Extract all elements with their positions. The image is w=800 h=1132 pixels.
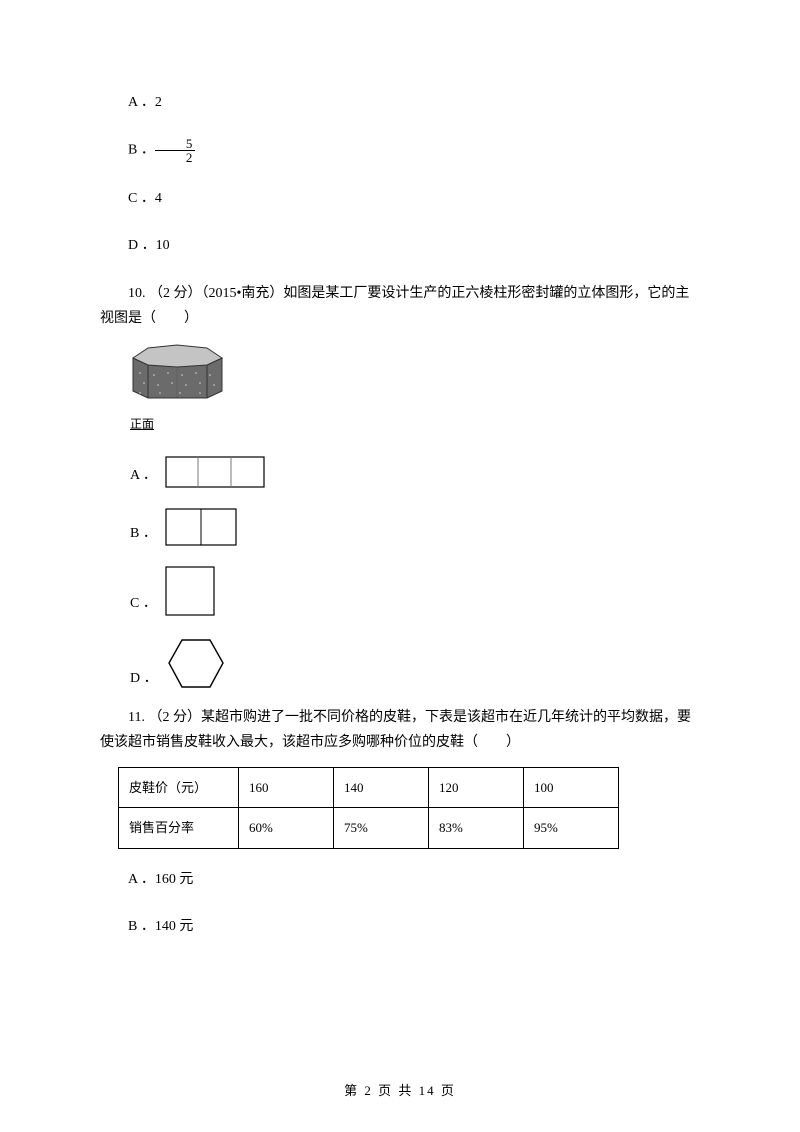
q11-text: 11. （2 分）某超市购进了一批不同价格的皮鞋，下表是该超市在近几年统计的平均… (100, 705, 700, 755)
prism-front-label: 正面 (130, 414, 700, 436)
q10-option-c-label: C ． (130, 591, 157, 616)
page-footer: 第 2 页 共 14 页 (0, 1079, 800, 1102)
q10-shape-c-icon (165, 566, 215, 616)
fraction-num: 5 (155, 137, 196, 151)
q10-option-c: C ． (130, 566, 700, 616)
fraction-den: 2 (155, 151, 196, 164)
q11-option-b: B ．140 元 (100, 914, 700, 939)
q10-text: 10. （2 分）（2015•南充）如图是某工厂要设计生产的正六棱柱形密封罐的立… (100, 281, 700, 331)
prism-icon (130, 343, 225, 403)
table-row: 皮鞋价（元） 160 140 120 100 (119, 768, 619, 808)
q10-option-d-label: D ． (130, 666, 158, 691)
q11-option-a: A ．160 元 (100, 867, 700, 892)
q10-option-a: A ． (130, 456, 700, 488)
q11-table: 皮鞋价（元） 160 140 120 100 销售百分率 60% 75% 83%… (118, 767, 700, 849)
table-cell: 95% (524, 808, 619, 848)
q9-option-b-prefix: B ． (128, 143, 155, 158)
q10-option-b-label: B ． (130, 521, 157, 546)
q9-option-a: A ．2 (100, 90, 700, 115)
table-cell: 160 (239, 768, 334, 808)
q10-option-b: B ． (130, 508, 700, 546)
table-cell: 100 (524, 768, 619, 808)
table-cell: 83% (429, 808, 524, 848)
table-cell: 60% (239, 808, 334, 848)
hexagonal-prism-figure: 正面 (130, 343, 700, 436)
q10-option-a-label: A ． (130, 463, 157, 488)
q10-shape-d-hexagon-icon (166, 636, 226, 691)
table-cell: 140 (334, 768, 429, 808)
table-row: 销售百分率 60% 75% 83% 95% (119, 808, 619, 848)
q10-option-d: D ． (130, 636, 700, 691)
q9-option-c: C ．4 (100, 186, 700, 211)
table-cell: 皮鞋价（元） (119, 768, 239, 808)
q10-shape-b-icon (165, 508, 237, 546)
q10-shape-a-icon (165, 456, 265, 488)
q9-option-b: B ．52 (100, 137, 700, 164)
fraction-5-2: 52 (155, 137, 196, 164)
table-cell: 120 (429, 768, 524, 808)
table-cell: 销售百分率 (119, 808, 239, 848)
q9-option-d: D ．10 (100, 233, 700, 258)
table-cell: 75% (334, 808, 429, 848)
